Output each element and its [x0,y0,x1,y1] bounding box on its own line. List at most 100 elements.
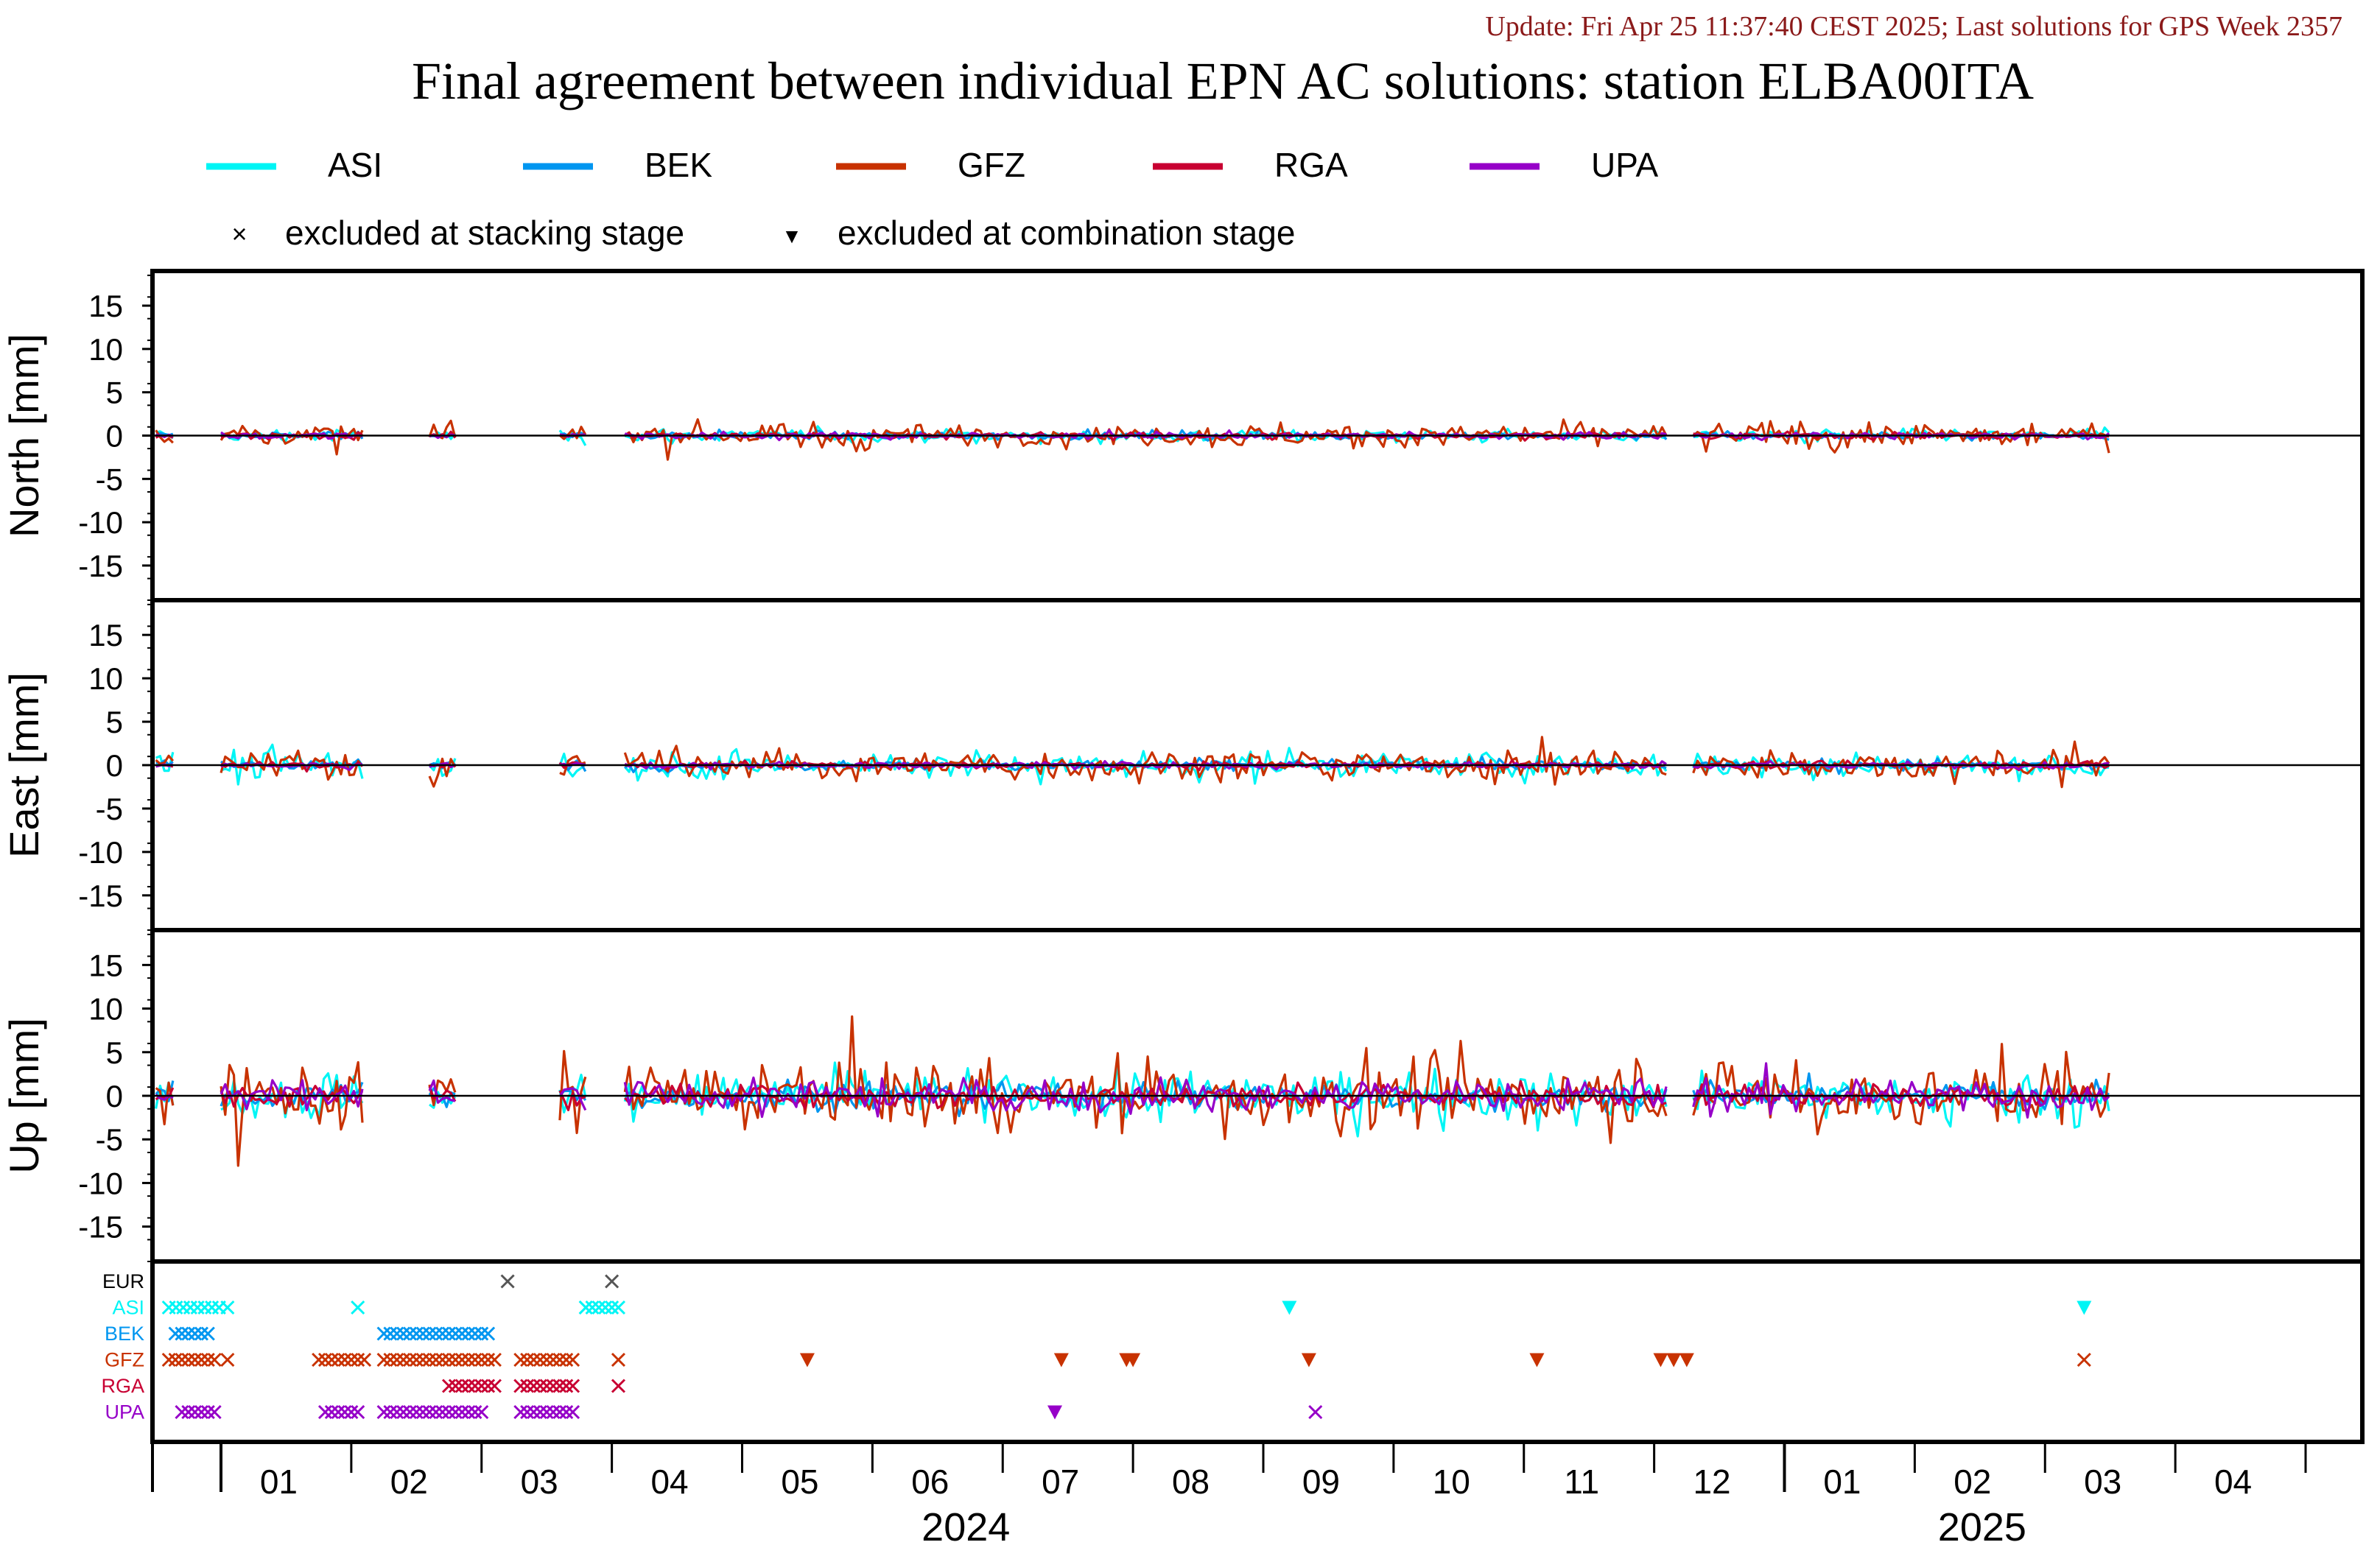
ytick-label-east-3: 0 [106,748,123,783]
exclusion-mark-upa-14 [390,1404,404,1420]
ytick-label-north-2: 5 [106,376,123,410]
xtick-label-0: 01 [260,1463,298,1501]
exclusion-mark-upa-34 [552,1404,567,1420]
exclusion-mark-gfz-17 [376,1352,391,1368]
legend-label-asi: ASI [328,146,382,184]
xtick-label-3: 04 [650,1463,688,1501]
exclusion-mark-upa-26 [468,1404,482,1420]
exclusion-mark-bek-16 [441,1326,457,1341]
exclusion-mark-gfz-11 [324,1352,339,1368]
exclusion-mark-asi-2 [176,1300,191,1315]
exclusion-mark-gfz-12 [331,1352,345,1368]
exclusion-mark-gfz-4 [188,1352,203,1368]
exclusion-mark-rga-12 [539,1379,554,1393]
exclusion-mark-upa-29 [520,1404,535,1420]
exclusion-row-label-bek: BEK [105,1323,144,1345]
ylabel-north: North [mm] [1,334,47,538]
update-text: Update: Fri Apr 25 11:37:40 CEST 2025; L… [1485,11,2342,42]
exclusion-mark-gfz-51 [1529,1353,1545,1368]
ytick-label-east-1: 10 [88,661,123,696]
exclusion-mark-upa-1 [181,1404,196,1420]
exclusion-mark-bek-17 [448,1326,463,1341]
exclusion-mark-bek-3 [188,1326,203,1341]
exclusion-mark-gfz-54 [1679,1353,1694,1368]
exclusion-mark-upa-7 [324,1404,339,1420]
exclusion-mark-asi-16 [605,1300,619,1315]
exclusion-mark-upa-23 [448,1404,463,1420]
ytick-label-east-2: 5 [106,705,123,739]
year-label-2025: 2025 [1938,1505,2026,1545]
exclusion-mark-rga-5 [474,1379,489,1393]
exclusion-mark-rga-7 [487,1379,502,1393]
ytick-label-north-0: 15 [88,289,123,323]
exclusion-mark-rga-6 [481,1379,496,1393]
exclusion-mark-asi-14 [592,1300,606,1315]
exclusion-mark-rga-17 [611,1379,626,1393]
ytick-label-up-1: 10 [88,992,123,1027]
exclusion-mark-bek-0 [168,1326,183,1341]
exclusion-mark-gfz-33 [481,1352,496,1368]
exclusion-mark-gfz-31 [468,1352,482,1368]
exclusion-mark-upa-36 [566,1404,580,1420]
exclusion-mark-upa-9 [337,1404,352,1420]
exclusion-mark-bek-7 [383,1326,398,1341]
exclusion-mark-bek-6 [376,1326,391,1341]
exclusion-mark-rga-11 [533,1379,547,1393]
panel-north: 15 10 5 0 -5 -10 -15 North [mm] [1,269,2365,602]
exclusion-mark-upa-8 [331,1404,345,1420]
exclusion-mark-bek-4 [194,1326,209,1341]
exclusion-panel: EUR ASI BEK GFZ RGA UPA [101,1259,2365,1444]
exclusion-mark-bek-5 [200,1326,215,1341]
exclusion-mark-gfz-22 [409,1352,424,1368]
exclusion-mark-asi-11 [611,1300,626,1315]
exclusion-row-gfz [161,1352,2091,1368]
xtick-label-13: 02 [1954,1463,1991,1501]
exclusion-mark-bek-18 [454,1326,469,1341]
exclusion-mark-eur-0 [500,1274,515,1289]
ytick-label-up-5: -10 [78,1166,123,1200]
ylabel-up: Up [mm] [1,1018,47,1174]
xtick-label-5: 06 [911,1463,949,1501]
ylabel-east: East [mm] [1,672,47,858]
exclusion-mark-gfz-14 [344,1352,359,1368]
panel-up: 15 10 5 0 -5 -10 -15 Up [mm] [1,928,2365,1264]
exclusion-mark-bek-22 [481,1326,496,1341]
exclusion-mark-upa-6 [317,1404,333,1420]
xtick-label-15: 04 [2214,1463,2252,1501]
exclusion-mark-gfz-52 [1653,1353,1668,1368]
exclusion-mark-asi-3 [183,1300,197,1315]
exclusion-mark-gfz-44 [611,1352,626,1368]
exclusion-mark-upa-20 [429,1404,443,1420]
exclusion-mark-gfz-28 [448,1352,463,1368]
ytick-label-east-4: -5 [96,792,123,826]
xtick-label-11: 12 [1693,1463,1730,1501]
exclusion-mark-asi-0 [161,1300,176,1315]
exclusion-mark-gfz-7 [207,1352,222,1368]
exclusion-mark-bek-1 [175,1326,189,1341]
xtick-label-1: 02 [390,1463,428,1501]
ytick-label-up-0: 15 [88,948,123,982]
ytick-label-north-3: 0 [106,419,123,454]
exclusion-mark-gfz-43 [566,1352,580,1368]
year-label-2024: 2024 [922,1505,1010,1545]
exclusion-mark-bek-11 [409,1326,424,1341]
exclusion-mark-upa-16 [402,1404,418,1420]
exclusion-mark-upa-30 [526,1404,541,1420]
ytick-label-north-6: -15 [78,549,123,583]
exclusion-mark-bek-15 [435,1326,450,1341]
exclusion-mark-asi-18 [2077,1301,2092,1315]
exclusion-mark-gfz-24 [422,1352,437,1368]
ytick-label-east-6: -15 [78,879,123,913]
exclusion-mark-gfz-45 [2077,1352,2091,1368]
exclusion-mark-bek-13 [422,1326,437,1341]
exclusion-row-label-asi: ASI [112,1297,144,1319]
exclusion-mark-gfz-6 [200,1352,215,1368]
exclusion-mark-gfz-35 [513,1352,528,1368]
exclusion-mark-upa-12 [376,1404,391,1420]
exclusion-row-bek [168,1326,496,1341]
exclusion-mark-bek-2 [181,1326,196,1341]
exclusion-mark-gfz-1 [168,1352,183,1368]
exclusion-mark-upa-0 [175,1404,189,1420]
ytick-label-up-6: -15 [78,1210,123,1245]
exclusion-mark-asi-1 [169,1300,183,1315]
